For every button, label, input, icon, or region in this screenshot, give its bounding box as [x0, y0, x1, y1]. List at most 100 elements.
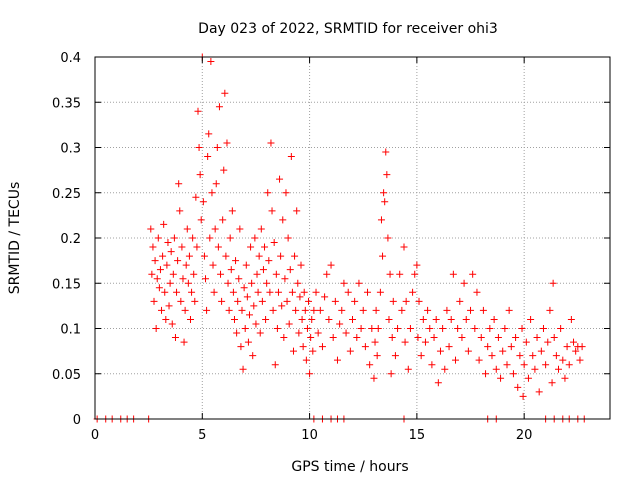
data-point	[180, 338, 188, 346]
data-point	[372, 306, 380, 314]
data-point	[355, 279, 363, 287]
data-point	[570, 338, 578, 346]
data-point	[165, 302, 173, 310]
data-point	[273, 325, 281, 332]
data-point	[524, 374, 532, 382]
data-point	[246, 311, 253, 319]
data-point	[380, 189, 388, 197]
data-point	[168, 320, 176, 328]
data-point	[161, 288, 169, 296]
data-point	[288, 288, 296, 296]
data-point	[242, 261, 250, 269]
data-point	[516, 352, 524, 360]
data-point	[293, 207, 301, 215]
data-point	[338, 306, 346, 314]
data-point	[277, 252, 285, 260]
data-point	[287, 153, 295, 161]
data-point	[578, 343, 586, 351]
data-point	[486, 325, 494, 332]
data-point	[264, 189, 272, 197]
data-point	[368, 325, 376, 332]
data-point	[151, 257, 159, 265]
data-point	[441, 365, 449, 373]
data-point	[477, 334, 485, 342]
data-point	[173, 288, 181, 296]
data-point	[190, 270, 198, 278]
data-point	[576, 356, 584, 364]
data-point	[183, 225, 191, 233]
data-point	[316, 306, 324, 314]
data-point	[224, 279, 232, 287]
data-point	[239, 365, 247, 373]
data-point	[206, 234, 214, 242]
data-point	[424, 306, 432, 314]
data-point	[175, 180, 183, 188]
data-point	[445, 343, 453, 351]
data-point	[561, 374, 569, 382]
data-point	[214, 243, 222, 251]
data-point	[494, 334, 502, 342]
data-point	[351, 297, 359, 305]
data-point	[447, 315, 455, 323]
data-point	[544, 338, 552, 346]
data-point	[177, 297, 185, 305]
data-point	[406, 325, 414, 332]
data-point	[269, 306, 277, 314]
data-point	[475, 356, 483, 364]
data-point	[236, 225, 244, 233]
data-point	[514, 383, 522, 391]
data-point	[193, 243, 201, 251]
data-point	[197, 216, 205, 224]
data-point	[162, 315, 170, 323]
data-point	[244, 338, 252, 346]
data-point	[207, 58, 215, 66]
data-point	[185, 252, 193, 260]
data-point	[505, 306, 513, 314]
data-point	[482, 370, 490, 378]
data-point	[281, 275, 289, 283]
data-point	[170, 234, 178, 242]
data-point	[357, 325, 365, 332]
data-point	[210, 288, 218, 296]
data-point	[179, 275, 187, 283]
x-tick-label: 5	[198, 428, 206, 443]
data-point	[353, 334, 361, 342]
y-tick-label: 0.2	[60, 232, 81, 247]
data-point	[401, 338, 409, 346]
data-point	[203, 306, 211, 314]
data-point	[546, 306, 554, 314]
data-point	[344, 288, 352, 296]
data-point	[387, 370, 395, 378]
data-point	[550, 334, 558, 342]
y-axis-label: SRMTID / TECUs	[7, 182, 23, 295]
data-point	[349, 315, 356, 323]
data-point	[391, 352, 399, 360]
data-point	[300, 288, 308, 296]
data-point	[336, 320, 344, 328]
data-point	[189, 234, 197, 242]
y-tick-label: 0.3	[60, 142, 81, 157]
data-point	[434, 379, 442, 387]
data-point	[272, 270, 280, 278]
data-point	[154, 234, 162, 242]
data-point	[563, 343, 571, 351]
data-point	[509, 370, 517, 378]
data-point	[507, 343, 515, 351]
data-point	[361, 343, 369, 351]
data-point	[346, 347, 354, 355]
data-point	[257, 225, 265, 233]
data-point	[167, 248, 175, 256]
data-point	[499, 347, 507, 355]
data-point	[296, 293, 304, 301]
data-point	[217, 270, 225, 278]
x-tick-label: 15	[409, 428, 426, 443]
data-point	[158, 306, 166, 314]
data-point	[409, 288, 417, 296]
data-point	[464, 347, 472, 355]
data-point	[439, 325, 447, 332]
data-point	[404, 365, 412, 373]
data-point	[373, 352, 381, 360]
data-point	[298, 315, 306, 323]
data-point	[279, 216, 287, 224]
